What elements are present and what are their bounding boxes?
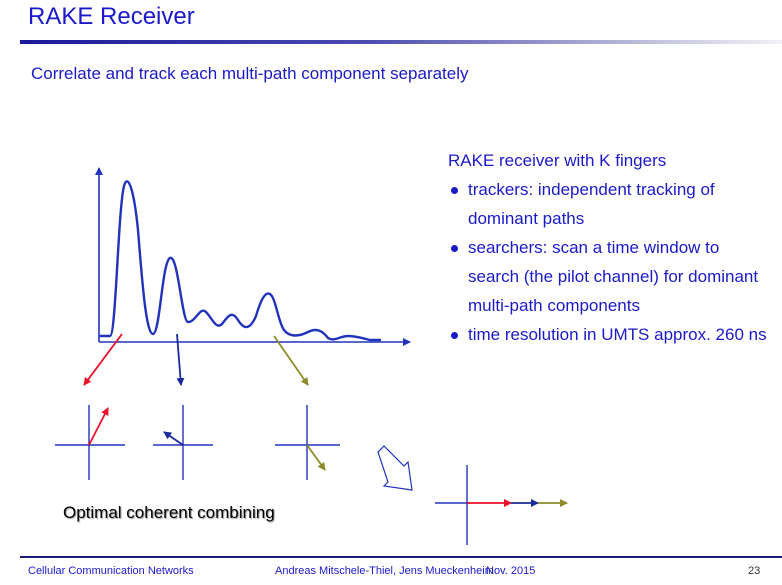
phasor-navy [163,431,184,446]
phasor-diagram-1 [55,405,125,480]
footer-course: Cellular Communication Networks [28,565,194,577]
bullet-item: trackers: independent tracking of domina… [448,175,768,233]
path-arrow-olive [273,335,309,386]
info-heading: RAKE receiver with K fingers [448,151,667,170]
slide-title: RAKE Receiver [28,3,195,30]
path-arrow-red [83,333,123,386]
bullet-list: trackers: independent tracking of domina… [448,175,768,349]
phasor-diagram-2 [153,405,213,480]
bullet-item: searchers: scan a time window to search … [448,233,768,320]
path-arrow-navy [176,333,185,386]
phasor-olive [306,444,326,471]
combining-label: Optimal coherent combining [63,503,275,522]
title-rule [20,40,782,44]
combined-phasor-diagram [435,465,568,545]
bullet-dot [451,332,458,339]
bullet-text: trackers: independent tracking of domina… [468,180,715,228]
bullet-dot [451,187,458,194]
page-number: 23 [748,565,761,577]
footer-authors: Andreas Mitschele-Thiel, Jens Mueckenhei… [275,565,494,577]
hollow-arrow-icon [377,445,413,491]
phasor-red [88,407,109,446]
impulse-response-curve [98,180,382,342]
bullet-text: searchers: scan a time window to search … [468,238,759,315]
footer-date: Nov. 2015 [486,565,536,577]
footer-rule [20,556,782,558]
slide-subtitle: Correlate and track each multi-path comp… [31,64,469,83]
bullet-dot [451,245,458,252]
bullet-text: time resolution in UMTS approx. 260 ns [468,325,767,344]
phasor-diagram-3 [275,405,340,480]
bullet-item: time resolution in UMTS approx. 260 ns [448,320,768,349]
info-panel: RAKE receiver with K fingers trackers: i… [448,146,768,349]
